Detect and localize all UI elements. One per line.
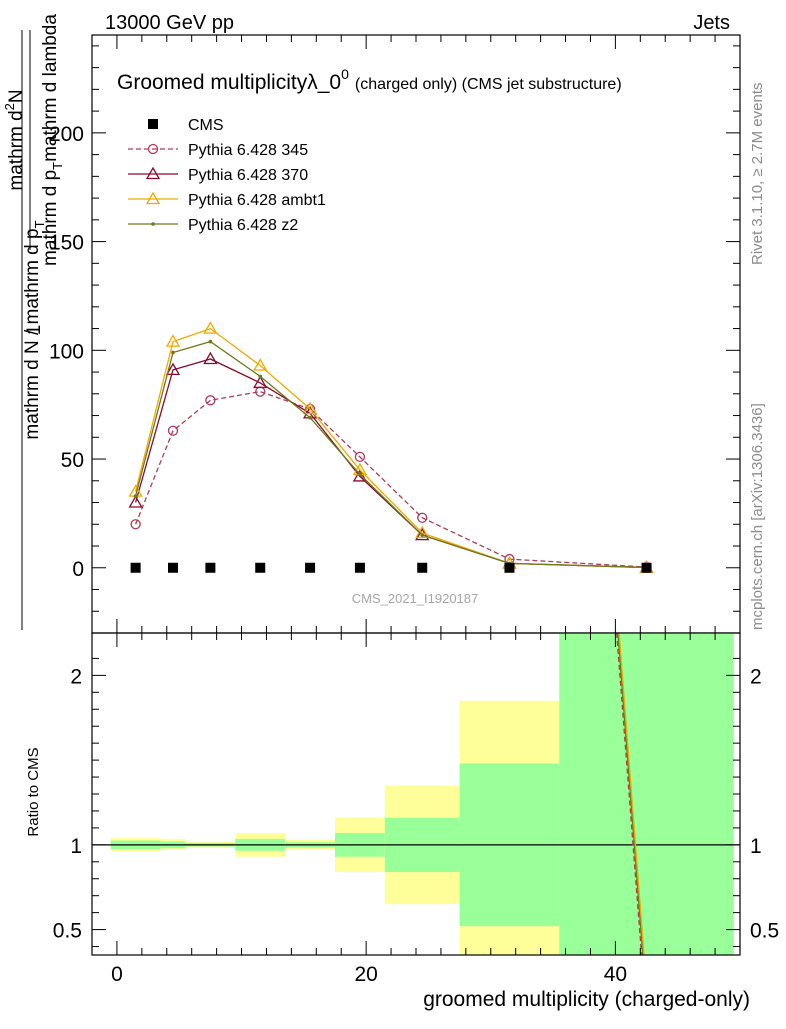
x-axis-label: groomed multiplicity (charged-only) (423, 988, 750, 1011)
legend-marker (147, 143, 159, 155)
data-point (255, 562, 266, 573)
ratio-series (615, 632, 645, 956)
y-tick-label: 100 (49, 340, 84, 363)
category-label: Jets (693, 12, 730, 34)
legend-entry: Pythia 6.428 ambt1 (128, 191, 326, 209)
legend-marker (145, 166, 161, 180)
data-point (420, 533, 425, 537)
data-point (302, 401, 318, 415)
y-tick-label: 200 (49, 123, 84, 146)
x-tick-label: 20 (354, 963, 377, 986)
main-panel-series (128, 321, 654, 573)
data-point (168, 562, 178, 573)
ratio-panel-frame (91, 632, 741, 956)
plot-title: Groomed multiplicityλ_00 (charged only) (… (117, 66, 622, 94)
data-point (133, 494, 138, 498)
y-axis-label-prefix-numerator: 1 (24, 325, 45, 336)
series-line (134, 340, 647, 569)
legend-marker (151, 222, 155, 226)
data-point (417, 562, 428, 573)
series-line (134, 358, 647, 569)
data-point (504, 562, 515, 573)
plot-title-main: Groomed multiplicityλ_0 (117, 71, 341, 94)
legend: CMS Pythia 6.428 345 Pythia 6.428 370 Pythi… (128, 117, 326, 234)
ratio-y-axis-label: Ratio to CMS (25, 747, 42, 836)
data-point (358, 472, 362, 477)
legend-entry: Pythia 6.428 345 (128, 142, 308, 159)
data-point (305, 562, 316, 573)
data-point (308, 415, 312, 420)
legend-label: Pythia 6.428 370 (188, 167, 308, 184)
ratio-panel: 0.5 0.51 12 20 20 40 (53, 632, 779, 986)
y-tick-label: 50 (61, 449, 84, 472)
ratio-y-tick-label-right: 2 (750, 665, 762, 688)
plot-title-suffix: (charged only) (CMS jet substructure) (355, 76, 622, 93)
data-point (641, 562, 652, 573)
plot-title-sup: 0 (341, 66, 349, 82)
legend-marker (145, 191, 161, 205)
legend-label: Pythia 6.428 345 (188, 142, 308, 159)
data-point (171, 350, 175, 355)
series-line (134, 390, 647, 568)
rivet-version-label: Rivet 3.1.10, ≥ 2.7M events (749, 83, 766, 266)
energy-label: 13000 GeV pp (105, 12, 234, 34)
y-axis-label-prefix-denominator: mathrm d N / mathrm d pT (22, 220, 47, 439)
ratio-line (618, 632, 645, 956)
legend-label: CMS (188, 117, 224, 134)
data-point (203, 321, 218, 334)
x-tick-label: 40 (604, 963, 627, 986)
legend-marker (148, 119, 158, 129)
series-pythia-6-428-370 (128, 351, 654, 573)
ratio-line (615, 632, 643, 956)
data-point (253, 358, 268, 371)
uncertainty-band-stat (559, 633, 734, 955)
analysis-id-label: CMS_2021_I1920187 (352, 591, 479, 606)
series-line (134, 327, 647, 569)
legend-label: Pythia 6.428 z2 (188, 217, 298, 234)
ratio-y-tick-label: 0.5 (53, 920, 82, 943)
legend-entry: Pythia 6.428 370 (128, 166, 308, 184)
legend-entry: Pythia 6.428 z2 (128, 217, 298, 234)
ratio-panel-ticks: 0.5 0.51 12 20 20 40 (53, 633, 779, 986)
ratio-y-tick-label: 1 (70, 835, 82, 858)
data-point (354, 451, 366, 463)
data-point (165, 334, 181, 347)
data-point (258, 374, 263, 379)
ratio-y-tick-label-right: 0.5 (750, 920, 779, 943)
series-cms (130, 562, 652, 573)
data-point (253, 375, 268, 389)
main-panel-ticks: 0 50 100 150 200 (49, 35, 741, 633)
series-pythia-6-428-345 (130, 386, 652, 573)
data-point (130, 562, 141, 573)
y-axis-label: 1 mathrm d N / mathrm d pT mathrm d2N ma… (2, 14, 65, 630)
data-point (165, 362, 181, 376)
ratio-y-tick-label-right: 1 (750, 835, 762, 858)
x-tick-label: 0 (111, 963, 123, 986)
series-pythia-6-428-z2 (133, 339, 649, 570)
data-point (205, 395, 216, 406)
data-point (203, 351, 218, 365)
y-tick-label: 0 (72, 558, 84, 581)
legend-entry: CMS (148, 117, 224, 134)
data-point (128, 495, 143, 508)
ratio-line (617, 632, 644, 956)
y-axis-label-denominator: mathrm d pTmathrm d lambda (40, 14, 65, 266)
ratio-y-tick-label: 2 (70, 665, 82, 688)
data-point (205, 562, 216, 573)
y-tick-label: 150 (49, 232, 84, 255)
data-point (130, 519, 141, 530)
data-point (167, 425, 179, 436)
data-point (417, 512, 428, 523)
mcplots-label: mcplots.cern.ch [arXiv:1306.3436] (749, 403, 766, 630)
data-point (208, 339, 213, 344)
y-axis-label-numerator: mathrm d2N (2, 89, 27, 190)
data-point (354, 562, 365, 573)
legend-label: Pythia 6.428 ambt1 (188, 192, 326, 209)
data-point (352, 469, 368, 482)
